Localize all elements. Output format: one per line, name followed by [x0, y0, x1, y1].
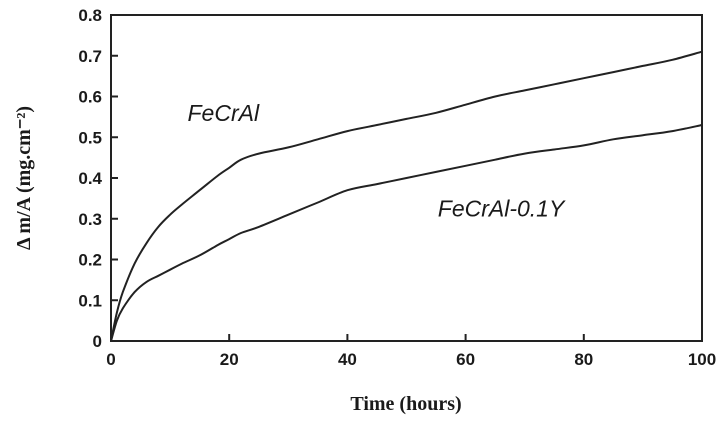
x-tick-label: 60: [456, 350, 475, 369]
y-tick-label: 0.8: [78, 6, 102, 25]
x-tick-label: 80: [574, 350, 593, 369]
annotation-layer: FeCrAl FeCrAl-0.1Y: [188, 100, 566, 222]
y-tick-label: 0.5: [78, 128, 102, 147]
y-tick-label: 0.1: [78, 291, 102, 310]
y-tick-label: 0: [93, 332, 102, 351]
series-label-2: FeCrAl-0.1Y: [438, 196, 566, 222]
y-axis-title: Δ m/A (mg.cm⁻²): [13, 106, 35, 250]
y-tick-label: 0.6: [78, 88, 102, 107]
x-tick-label: 100: [688, 350, 716, 369]
y-tick-label: 0.7: [78, 47, 102, 66]
series-label-1: FeCrAl: [188, 100, 260, 126]
x-tick-label: 20: [220, 350, 239, 369]
x-tick-label: 0: [106, 350, 115, 369]
y-axis: 0 0.1 0.2 0.3 0.4 0.5 0.6 0.7 0.8: [78, 6, 118, 351]
y-tick-label: 0.3: [78, 210, 102, 229]
x-tick-label: 40: [338, 350, 357, 369]
y-tick-label: 0.4: [78, 169, 102, 188]
series-line-2: [110, 124, 703, 342]
y-tick-label: 0.2: [78, 251, 102, 270]
series-line-1: [110, 50, 703, 342]
x-axis: 0 20 40 60 80 100: [106, 334, 716, 369]
x-axis-title: Time (hours): [350, 393, 461, 415]
series-layer: [110, 50, 703, 342]
